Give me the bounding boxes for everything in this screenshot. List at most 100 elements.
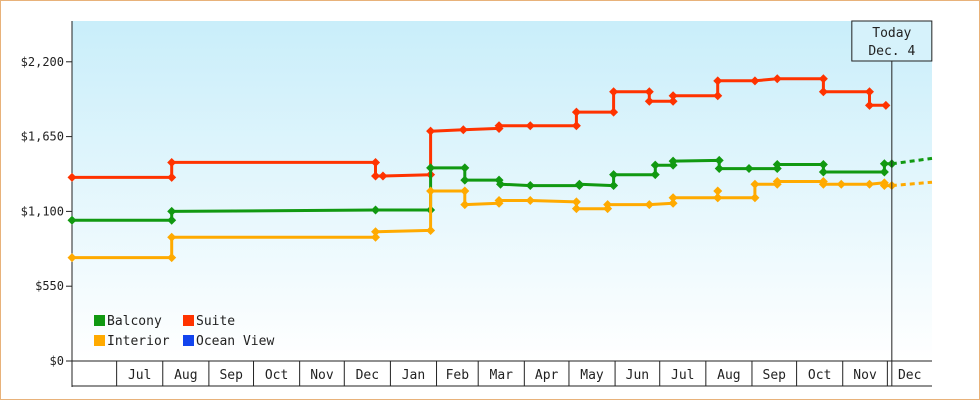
data-point	[371, 227, 381, 237]
legend-swatch	[183, 335, 194, 346]
month-label: Dec	[898, 368, 921, 383]
data-point	[714, 155, 724, 165]
data-point	[836, 179, 846, 189]
data-point	[750, 179, 760, 189]
data-point	[750, 76, 760, 86]
data-point	[167, 232, 177, 242]
data-point	[494, 121, 504, 131]
legend-swatch	[94, 315, 105, 326]
data-point	[713, 91, 723, 101]
data-point	[167, 157, 177, 167]
data-point	[818, 167, 828, 177]
month-label: Feb	[446, 368, 470, 383]
data-point	[818, 74, 828, 84]
data-point	[371, 171, 381, 181]
legend-swatch	[94, 335, 105, 346]
data-point	[881, 100, 891, 110]
data-point	[713, 193, 723, 203]
data-point	[650, 160, 660, 170]
data-point	[650, 170, 660, 180]
plot-background	[72, 21, 932, 361]
data-point	[750, 193, 760, 203]
data-point	[818, 159, 828, 169]
month-label: Mar	[490, 368, 514, 383]
data-point	[865, 179, 875, 189]
data-point	[713, 186, 723, 196]
month-label: Aug	[717, 368, 740, 383]
data-point	[571, 107, 581, 117]
data-point	[772, 74, 782, 84]
data-point	[668, 156, 678, 166]
data-point	[496, 179, 506, 189]
data-point	[571, 121, 581, 131]
month-label: Jun	[626, 368, 649, 383]
data-point	[772, 159, 782, 169]
month-label: Jan	[402, 368, 425, 383]
data-point	[371, 232, 381, 242]
data-point	[713, 76, 723, 86]
data-point	[714, 164, 724, 174]
data-point	[668, 198, 678, 208]
data-point	[879, 167, 889, 177]
y-tick-label: $2,200	[21, 55, 64, 69]
month-label: Dec	[356, 368, 379, 383]
data-point	[879, 159, 889, 169]
month-label: Jul	[671, 368, 694, 383]
data-point	[644, 96, 654, 106]
data-point	[67, 172, 77, 182]
data-point	[818, 87, 828, 97]
data-point	[458, 125, 468, 135]
month-label: Sep	[763, 368, 787, 383]
month-label: Jul	[128, 368, 151, 383]
data-point	[609, 87, 619, 97]
data-point	[574, 179, 584, 189]
data-point	[426, 225, 436, 235]
data-point	[571, 204, 581, 214]
month-label: Oct	[265, 368, 288, 383]
projection-line-balcony	[891, 156, 933, 166]
data-point	[378, 171, 388, 181]
y-tick-label: $0	[50, 354, 64, 368]
legend-swatch	[183, 315, 194, 326]
month-label: Aug	[174, 368, 197, 383]
y-tick-label: $1,650	[21, 130, 64, 144]
data-point	[609, 170, 619, 180]
y-tick-label: $1,100	[21, 204, 64, 218]
data-point	[644, 87, 654, 97]
data-point	[426, 186, 436, 196]
data-point	[371, 157, 381, 167]
today-label: Today	[872, 26, 911, 41]
legend-label: Suite	[196, 314, 235, 329]
data-point	[668, 96, 678, 106]
data-point	[167, 253, 177, 263]
data-point	[67, 215, 77, 225]
data-point	[525, 121, 535, 131]
data-point	[371, 205, 381, 215]
y-tick-label: $550	[35, 279, 64, 293]
projection-line-interior	[891, 180, 933, 188]
data-point	[609, 181, 619, 191]
data-point	[167, 215, 177, 225]
legend-label: Balcony	[107, 314, 162, 329]
data-point	[865, 87, 875, 97]
data-point	[460, 186, 470, 196]
data-point	[772, 176, 782, 186]
data-point	[460, 175, 470, 185]
today-date: Dec. 4	[868, 44, 915, 59]
month-label: Sep	[219, 368, 243, 383]
data-point	[167, 172, 177, 182]
data-point	[67, 253, 77, 263]
data-point	[744, 164, 754, 174]
data-point	[865, 100, 875, 110]
data-point	[525, 181, 535, 191]
month-label: Apr	[535, 368, 559, 383]
data-point	[668, 193, 678, 203]
data-point	[426, 126, 436, 136]
data-point	[818, 179, 828, 189]
data-point	[644, 200, 654, 210]
data-point	[609, 107, 619, 117]
data-point	[525, 196, 535, 206]
data-point	[167, 206, 177, 216]
